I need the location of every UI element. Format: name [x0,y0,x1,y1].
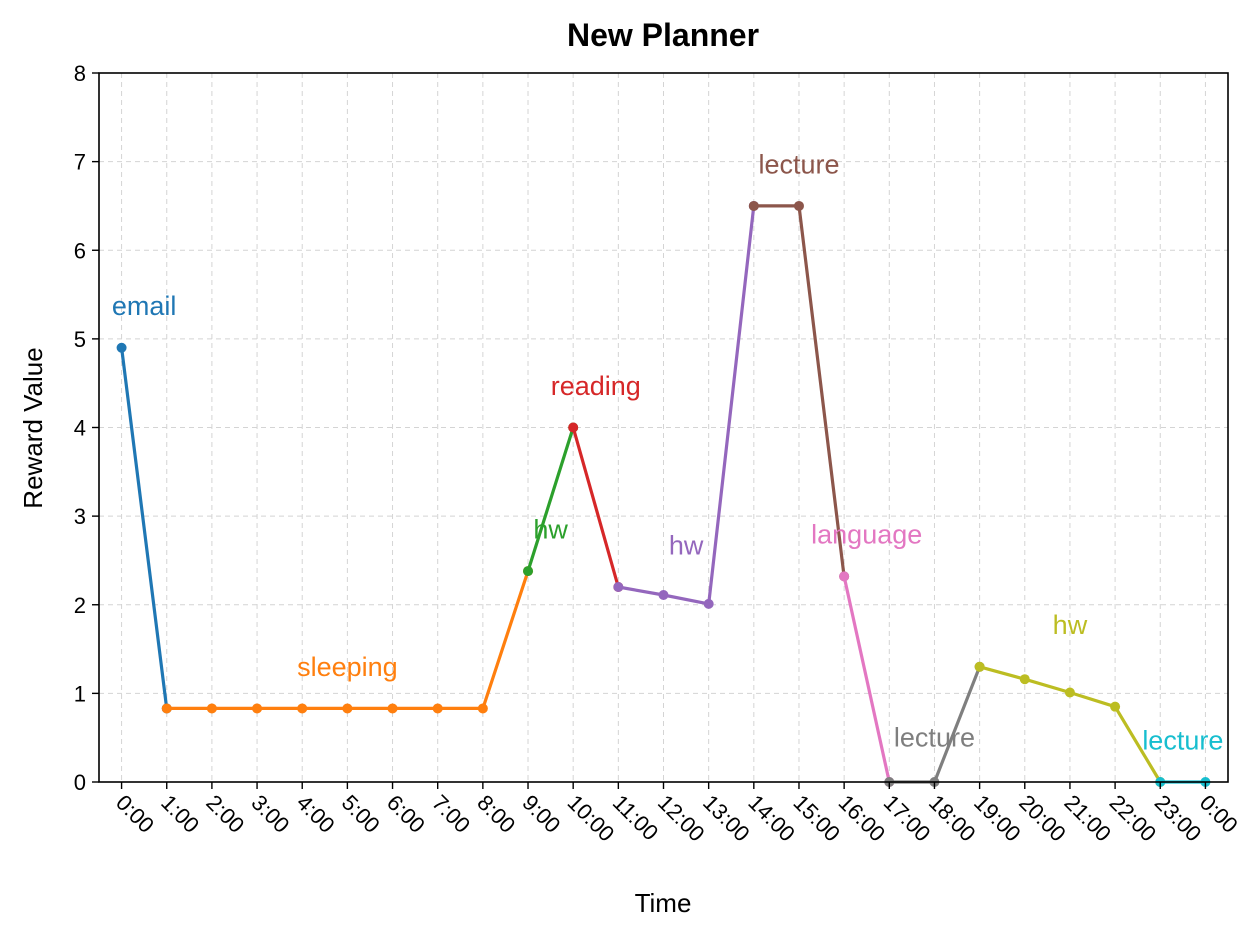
x-tick-label: 9:00 [517,790,565,838]
chart-title: New Planner [567,17,759,53]
data-point [387,703,398,714]
segment-label: lecture [894,723,975,753]
x-tick-label: 15:00 [788,790,845,847]
data-point [658,590,669,601]
x-tick-label: 23:00 [1150,790,1207,847]
series-line-2 [526,427,575,572]
y-tick-label: 6 [74,238,86,263]
y-tick-label: 2 [74,593,86,618]
y-tick-label: 0 [74,770,86,795]
data-point [1019,674,1030,685]
segment-label: hw [669,530,704,560]
x-tick-label: 17:00 [879,790,936,847]
series-line-0 [120,347,169,709]
x-axis-ticks: 0:001:002:003:004:005:006:007:008:009:00… [111,782,1243,846]
segment-label: hw [533,514,568,544]
data-point [206,703,217,714]
x-tick-label: 7:00 [427,790,475,838]
y-tick-label: 1 [74,681,86,706]
segment-label: reading [551,371,641,401]
x-tick-label: 10:00 [563,790,620,847]
x-tick-label: 13:00 [698,790,755,847]
data-point [793,200,804,211]
x-tick-label: 14:00 [743,790,800,847]
x-tick-label: 16:00 [834,790,891,847]
segment-label: email [112,291,177,321]
x-tick-label: 6:00 [382,790,430,838]
grid-lines [99,72,1228,783]
x-tick-label: 3:00 [247,790,295,838]
y-axis-ticks: 0 1 2 3 4 5 6 7 8 [74,61,99,795]
data-point [523,566,534,577]
x-axis-label: Time [635,888,692,918]
data-point [974,661,985,672]
data-point [748,200,759,211]
data-point [839,571,850,582]
y-axis-label: Reward Value [18,347,48,508]
segment-labels: email sleeping hw reading hw lecture language l… [112,149,1223,755]
y-tick-label: 4 [74,416,86,441]
x-tick-label: 21:00 [1059,790,1116,847]
segment-label: lecture [1142,725,1223,755]
segment-label: language [811,520,922,550]
data-point [477,703,488,714]
segment-label: lecture [758,149,839,179]
x-tick-label: 1:00 [156,790,204,838]
x-tick-label: 4:00 [292,790,340,838]
x-tick-label: 12:00 [653,790,710,847]
series-line-3 [571,427,620,588]
segment-label: sleeping [297,652,398,682]
x-tick-label: 5:00 [337,790,385,838]
data-point [342,703,353,714]
data-point [1110,701,1121,712]
x-tick-label: 8:00 [472,790,520,838]
data-point [116,342,127,353]
x-tick-label: 19:00 [969,790,1026,847]
data-point [297,703,308,714]
segment-label: hw [1053,610,1088,640]
data-point [703,598,714,609]
x-tick-label: 2:00 [201,790,249,838]
x-tick-label: 0:00 [111,790,159,838]
x-tick-label: 18:00 [924,790,981,847]
y-tick-label: 5 [74,327,86,352]
series-group [116,200,1211,787]
x-tick-label: 22:00 [1105,790,1162,847]
data-point [1064,687,1075,698]
data-point [161,703,172,714]
y-tick-label: 3 [74,504,86,529]
x-tick-label: 11:00 [608,790,663,845]
data-point [568,422,579,433]
data-point [613,582,624,593]
y-tick-label: 7 [74,150,86,175]
series-line-4 [618,205,756,606]
data-point [432,703,443,714]
x-tick-label: 20:00 [1014,790,1071,847]
y-tick-label: 8 [74,61,86,86]
data-point [252,703,263,714]
series-line-6 [842,576,891,783]
